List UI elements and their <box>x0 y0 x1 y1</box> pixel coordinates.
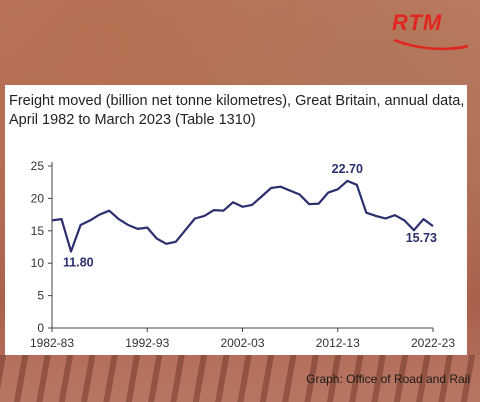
graph-credit: Graph: Office of Road and Rail <box>306 372 470 386</box>
y-tick-label: 5 <box>37 289 44 303</box>
rtm-logo: RTM <box>392 10 470 54</box>
y-tick-label: 25 <box>31 159 45 173</box>
chart-title: Freight moved (billion net tonne kilomet… <box>9 93 465 128</box>
data-label: 22.70 <box>332 162 363 176</box>
y-tick-label: 20 <box>31 191 45 205</box>
x-tick-label: 1992-93 <box>125 336 169 350</box>
chart-panel: Freight moved (billion net tonne kilomet… <box>5 85 467 355</box>
y-tick-label: 15 <box>31 224 45 238</box>
data-label: 15.73 <box>406 231 437 245</box>
series-line-freight <box>51 179 434 253</box>
x-tick-label: 1982-83 <box>30 336 74 350</box>
x-tick-label: 2012-13 <box>316 336 360 350</box>
y-tick-label: 10 <box>31 256 45 270</box>
x-tick-label: 2002-03 <box>220 336 264 350</box>
x-tick-label: 2022-23 <box>411 336 455 350</box>
background-rail-tracks <box>0 355 480 402</box>
line-chart: 0 5 10 15 20 25 1982-83 1992-93 2002-03 2012-13 20… <box>30 159 455 350</box>
rtm-logo-text: RTM <box>392 10 443 35</box>
y-tick-label: 0 <box>37 321 44 335</box>
data-label: 11.80 <box>63 256 94 270</box>
rtm-logo-swoosh <box>393 38 469 51</box>
